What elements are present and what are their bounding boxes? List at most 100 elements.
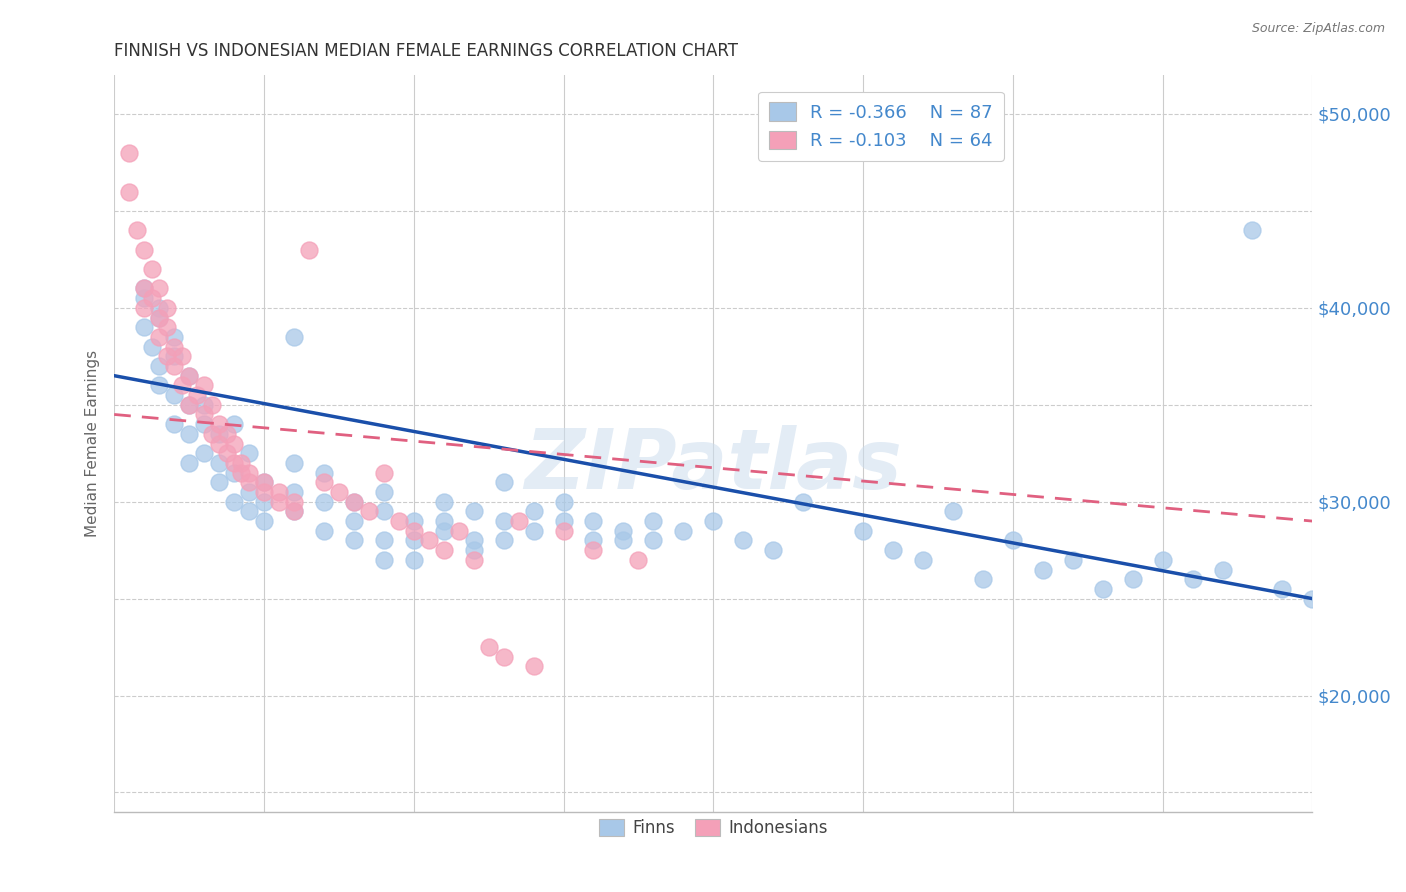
Point — [238, 504, 260, 518]
Point — [134, 281, 156, 295]
Point — [1062, 553, 1084, 567]
Point — [148, 330, 170, 344]
Point — [1122, 572, 1144, 586]
Point — [388, 514, 411, 528]
Point — [373, 553, 395, 567]
Point — [148, 310, 170, 325]
Point — [193, 446, 215, 460]
Point — [134, 301, 156, 315]
Point — [553, 494, 575, 508]
Point — [418, 533, 440, 548]
Point — [163, 340, 186, 354]
Point — [553, 514, 575, 528]
Point — [463, 543, 485, 558]
Point — [942, 504, 965, 518]
Point — [492, 475, 515, 490]
Point — [222, 417, 245, 432]
Point — [283, 504, 305, 518]
Point — [193, 398, 215, 412]
Point — [762, 543, 785, 558]
Point — [141, 291, 163, 305]
Point — [118, 145, 141, 160]
Point — [125, 223, 148, 237]
Point — [118, 185, 141, 199]
Point — [155, 320, 177, 334]
Point — [177, 368, 200, 383]
Point — [134, 281, 156, 295]
Point — [193, 417, 215, 432]
Point — [253, 485, 276, 500]
Point — [672, 524, 695, 538]
Point — [373, 533, 395, 548]
Point — [343, 494, 366, 508]
Point — [1152, 553, 1174, 567]
Point — [522, 504, 544, 518]
Point — [298, 243, 321, 257]
Point — [193, 408, 215, 422]
Point — [141, 340, 163, 354]
Point — [553, 524, 575, 538]
Point — [792, 494, 814, 508]
Point — [492, 649, 515, 664]
Point — [1091, 582, 1114, 596]
Point — [463, 553, 485, 567]
Point — [402, 524, 425, 538]
Point — [522, 524, 544, 538]
Point — [612, 524, 634, 538]
Point — [267, 494, 290, 508]
Point — [177, 398, 200, 412]
Point — [522, 659, 544, 673]
Point — [222, 436, 245, 450]
Point — [163, 349, 186, 363]
Legend: Finns, Indonesians: Finns, Indonesians — [592, 813, 834, 844]
Point — [170, 378, 193, 392]
Point — [148, 310, 170, 325]
Point — [882, 543, 904, 558]
Point — [312, 466, 335, 480]
Point — [911, 553, 934, 567]
Point — [582, 533, 605, 548]
Point — [492, 533, 515, 548]
Point — [702, 514, 724, 528]
Point — [238, 446, 260, 460]
Point — [478, 640, 501, 654]
Point — [357, 504, 380, 518]
Point — [643, 514, 665, 528]
Point — [433, 514, 456, 528]
Point — [177, 426, 200, 441]
Point — [155, 301, 177, 315]
Point — [612, 533, 634, 548]
Point — [582, 543, 605, 558]
Point — [972, 572, 994, 586]
Point — [170, 349, 193, 363]
Point — [267, 485, 290, 500]
Point — [215, 426, 238, 441]
Point — [208, 436, 231, 450]
Point — [177, 368, 200, 383]
Point — [200, 398, 222, 412]
Point — [433, 494, 456, 508]
Point — [163, 330, 186, 344]
Point — [402, 514, 425, 528]
Point — [492, 514, 515, 528]
Point — [328, 485, 350, 500]
Point — [222, 466, 245, 480]
Point — [643, 533, 665, 548]
Point — [373, 504, 395, 518]
Point — [373, 485, 395, 500]
Point — [343, 494, 366, 508]
Point — [177, 398, 200, 412]
Point — [208, 417, 231, 432]
Point — [1212, 563, 1234, 577]
Text: Source: ZipAtlas.com: Source: ZipAtlas.com — [1251, 22, 1385, 36]
Point — [283, 456, 305, 470]
Point — [141, 262, 163, 277]
Point — [200, 426, 222, 441]
Point — [148, 281, 170, 295]
Point — [283, 504, 305, 518]
Point — [433, 524, 456, 538]
Point — [163, 359, 186, 373]
Point — [208, 426, 231, 441]
Point — [177, 456, 200, 470]
Point — [186, 388, 208, 402]
